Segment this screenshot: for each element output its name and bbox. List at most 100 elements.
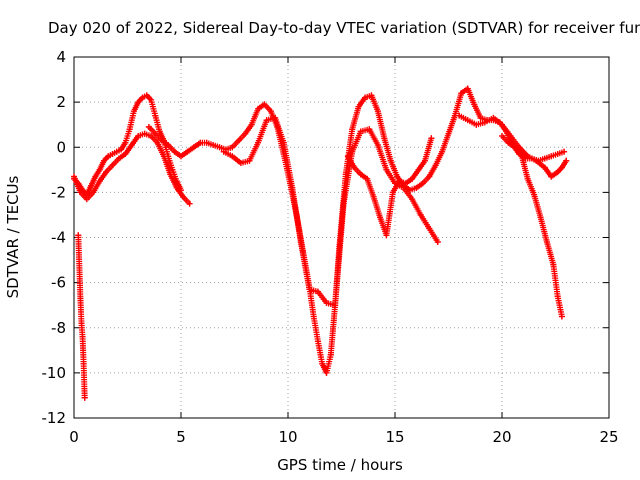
data-point xyxy=(458,90,465,97)
x-tick-label: 25 xyxy=(599,428,618,446)
data-point xyxy=(160,153,167,160)
data-point xyxy=(154,139,161,146)
y-tick-label: -12 xyxy=(42,409,67,427)
data-point xyxy=(558,313,565,320)
data-point xyxy=(421,157,428,164)
data-point xyxy=(71,173,77,180)
data-point xyxy=(118,146,125,153)
data-point xyxy=(78,320,85,327)
data-point xyxy=(396,178,403,185)
data-point xyxy=(383,232,390,239)
data-point xyxy=(255,139,262,146)
y-tick-label: -10 xyxy=(42,364,67,382)
data-point xyxy=(323,369,330,376)
data-point xyxy=(152,112,159,119)
data-point xyxy=(415,166,422,173)
data-point xyxy=(96,166,103,173)
data-point xyxy=(186,200,193,207)
data-point xyxy=(100,157,107,164)
data-point xyxy=(210,141,217,148)
data-point xyxy=(499,121,505,128)
data-point xyxy=(548,153,555,160)
data-point xyxy=(148,132,155,139)
y-tick-label: 2 xyxy=(56,93,66,111)
data-point xyxy=(558,164,565,171)
data-point xyxy=(439,148,446,155)
data-point xyxy=(122,139,129,146)
data-point xyxy=(77,295,84,302)
data-markers xyxy=(71,85,570,401)
data-point xyxy=(109,151,116,158)
data-point xyxy=(351,164,358,171)
data-point xyxy=(511,144,518,151)
data-point xyxy=(464,117,471,124)
data-point xyxy=(507,132,514,139)
data-point xyxy=(543,239,550,246)
data-point xyxy=(306,286,313,293)
data-point xyxy=(128,141,135,148)
data-point xyxy=(103,169,110,176)
data-point xyxy=(242,130,249,137)
data-point xyxy=(426,173,433,180)
data-point xyxy=(554,151,561,158)
data-point xyxy=(524,175,531,182)
data-point xyxy=(289,184,296,191)
data-point xyxy=(349,126,356,133)
data-point xyxy=(368,92,375,99)
data-point xyxy=(471,101,478,108)
data-point xyxy=(374,108,381,115)
series-markers xyxy=(220,114,441,309)
data-point xyxy=(152,130,159,137)
data-point xyxy=(267,108,274,115)
data-point xyxy=(554,293,561,300)
data-point xyxy=(456,112,463,119)
data-point xyxy=(531,191,538,198)
data-point xyxy=(344,153,351,160)
series-trace-e xyxy=(344,135,435,239)
data-point xyxy=(533,157,540,164)
data-point xyxy=(109,162,116,169)
data-point xyxy=(377,214,384,221)
data-point xyxy=(173,184,180,191)
data-point xyxy=(409,196,416,203)
data-point xyxy=(143,92,150,99)
data-point xyxy=(165,141,172,148)
data-point xyxy=(548,173,555,180)
data-point xyxy=(272,114,279,121)
data-point xyxy=(171,148,178,155)
data-point xyxy=(135,132,142,139)
data-point xyxy=(88,182,95,189)
data-point xyxy=(481,119,488,126)
data-point xyxy=(92,173,99,180)
data-point xyxy=(561,148,568,155)
data-point xyxy=(229,144,236,151)
data-point xyxy=(167,171,174,178)
series-trace-h xyxy=(75,232,88,401)
data-point xyxy=(473,121,480,128)
data-point xyxy=(158,137,165,144)
data-point xyxy=(426,225,433,232)
data-point xyxy=(255,105,262,112)
data-point xyxy=(81,394,88,401)
data-point xyxy=(297,239,304,246)
data-point xyxy=(148,96,155,103)
data-point xyxy=(261,101,268,108)
data-point xyxy=(364,175,371,182)
data-point xyxy=(541,155,548,162)
data-point xyxy=(246,157,253,164)
x-tick-label: 10 xyxy=(278,428,297,446)
y-axis-label: SDTVAR / TECUs xyxy=(4,175,22,298)
data-point xyxy=(310,313,317,320)
data-point xyxy=(126,126,133,133)
x-axis-ticks: 0 5 10 15 20 25 xyxy=(69,57,619,446)
data-point xyxy=(156,128,163,135)
data-point xyxy=(362,94,369,101)
data-point xyxy=(314,338,321,345)
data-point xyxy=(115,155,122,162)
data-point xyxy=(314,288,321,295)
data-point xyxy=(327,351,334,358)
series-trace-f xyxy=(456,112,570,180)
data-point xyxy=(490,114,497,121)
data-point xyxy=(130,108,137,115)
